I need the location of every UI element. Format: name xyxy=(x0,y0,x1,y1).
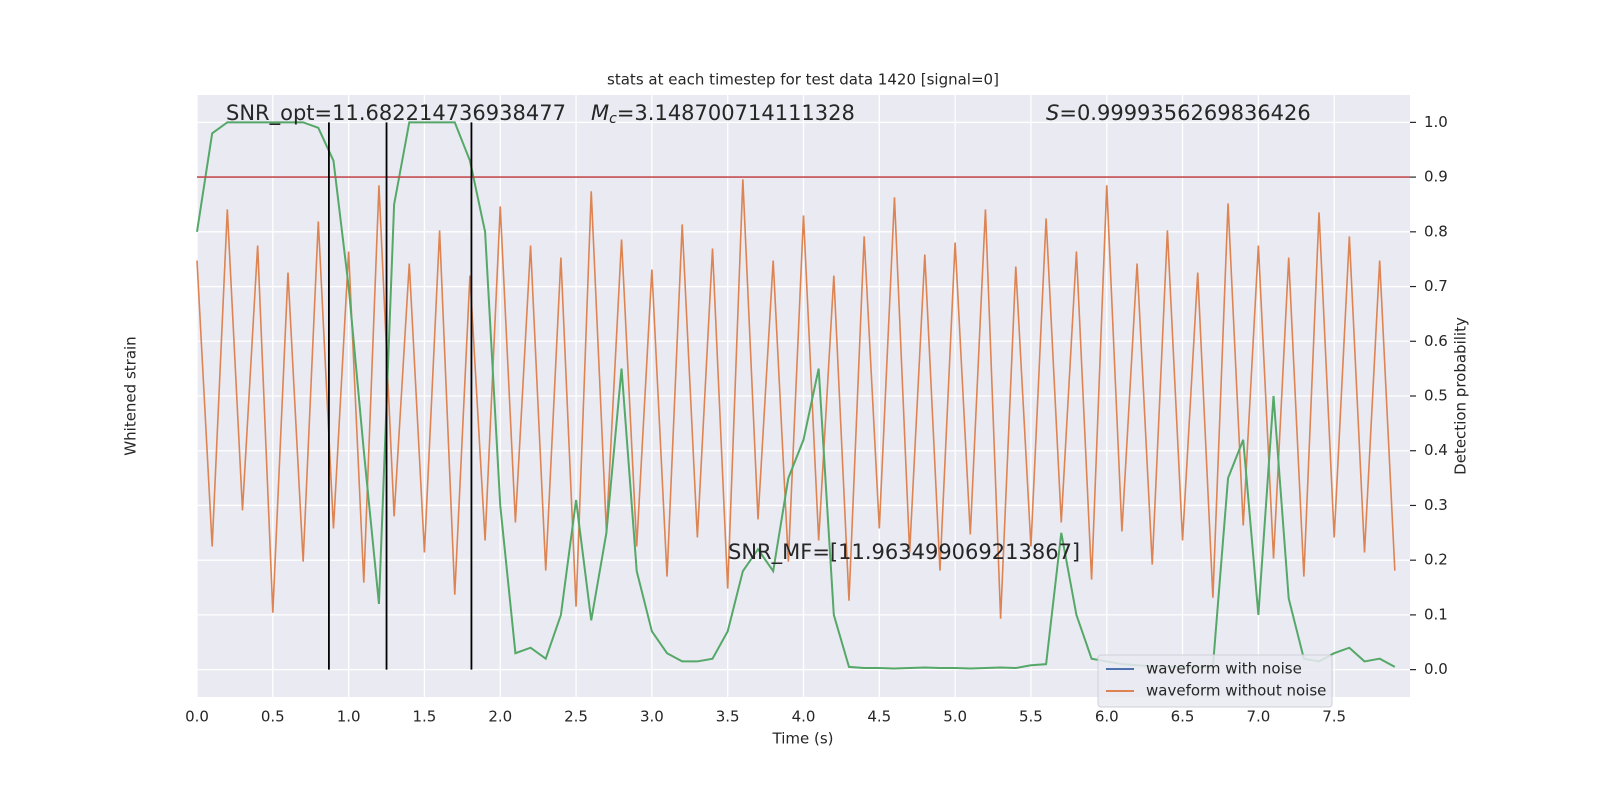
x-tick-label: 2.0 xyxy=(488,708,512,726)
x-tick-label: 0.5 xyxy=(261,708,285,726)
annotation-part: c xyxy=(609,111,617,127)
x-tick-label: 6.0 xyxy=(1095,708,1119,726)
annotation: SNR_opt=11.682214736938477 xyxy=(226,101,566,126)
x-tick-label: 7.0 xyxy=(1246,708,1270,726)
annotation-part: M xyxy=(591,101,609,125)
x-axis-label: Time (s) xyxy=(772,730,834,748)
series-line xyxy=(196,179,1396,619)
y2-tick-label: 0.2 xyxy=(1424,551,1448,569)
annotation-part: =3.148700714111328 xyxy=(617,101,855,125)
chart-title: stats at each timestep for test data 142… xyxy=(607,71,999,89)
annotation-part: =0.9999356269836426 xyxy=(1059,101,1310,125)
y2-tick-label: 0.4 xyxy=(1424,441,1448,459)
x-tick-label: 7.5 xyxy=(1322,708,1346,726)
y-axis-label: Whitened strain xyxy=(122,336,140,455)
y2-tick-label: 0.6 xyxy=(1424,332,1448,350)
y2-tick-label: 1.0 xyxy=(1424,113,1448,131)
legend-label: waveform with noise xyxy=(1146,660,1302,678)
y2-tick-label: 0.3 xyxy=(1424,496,1448,514)
y2-tick-label: 0.8 xyxy=(1424,222,1448,240)
x-tick-label: 1.5 xyxy=(413,708,437,726)
legend-box xyxy=(1097,654,1333,708)
y2-tick-label: 0.5 xyxy=(1424,387,1448,405)
x-tick-label: 4.5 xyxy=(867,708,891,726)
y2-tick-label: 0.1 xyxy=(1424,605,1448,623)
x-tick-label: 3.5 xyxy=(716,708,740,726)
y2-axis-label: Detection probability xyxy=(1452,317,1470,475)
y2-tick-label: 0.9 xyxy=(1424,168,1448,186)
x-tick-label: 5.0 xyxy=(943,708,967,726)
annotation: SNR_MF=[11.963499069213867] xyxy=(728,540,1080,565)
x-tick-label: 2.5 xyxy=(564,708,588,726)
x-tick-label: 0.0 xyxy=(185,708,209,726)
legend-label: waveform without noise xyxy=(1146,682,1326,700)
x-tick-label: 3.0 xyxy=(640,708,664,726)
x-tick-label: 1.0 xyxy=(337,708,361,726)
x-tick-label: 5.5 xyxy=(1019,708,1043,726)
annotation-part: S xyxy=(1046,101,1059,125)
y2-tick-label: 0.7 xyxy=(1424,277,1448,295)
x-tick-label: 6.5 xyxy=(1171,708,1195,726)
x-tick-label: 4.0 xyxy=(792,708,816,726)
annotation: Mc=3.148700714111328 xyxy=(591,101,855,127)
annotation: S=0.9999356269836426 xyxy=(1046,101,1311,125)
y2-tick-label: 0.0 xyxy=(1424,660,1448,678)
